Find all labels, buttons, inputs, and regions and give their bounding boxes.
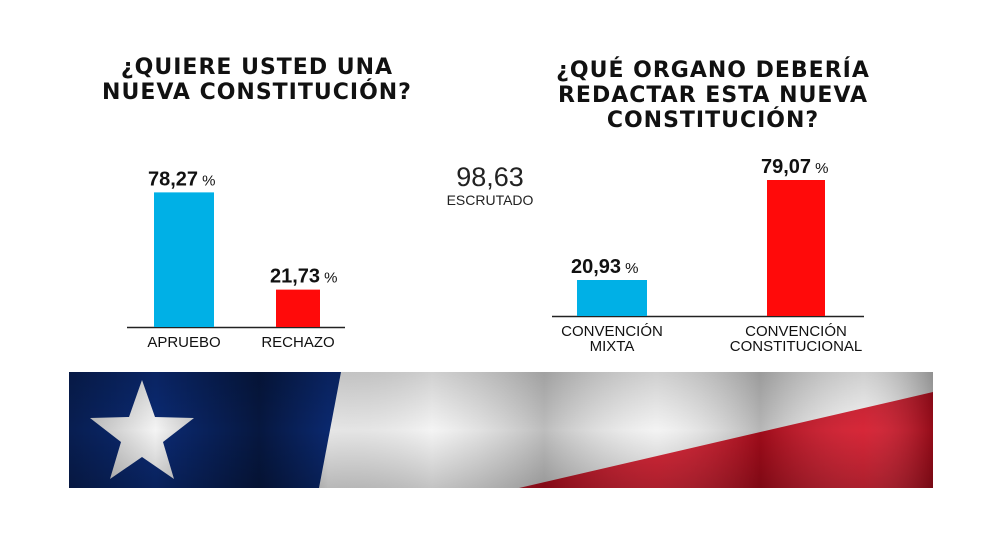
category-label: MIXTA: [590, 338, 635, 355]
category-label: CONSTITUCIONAL: [730, 338, 863, 355]
chile-flag-icon: [69, 372, 933, 488]
chart-title-line: REDACTAR ESTA NUEVA: [557, 83, 869, 108]
chart-title-aprobacion: ¿QUIERE USTED UNA NUEVA CONSTITUCIÓN?: [92, 55, 422, 105]
bar-value-label: 78,27%: [148, 168, 215, 190]
bar: [577, 280, 647, 316]
bar: [154, 192, 214, 327]
chart-title-line: NUEVA CONSTITUCIÓN?: [102, 80, 412, 105]
bar: [767, 179, 825, 316]
category-label: RECHAZO: [261, 334, 334, 351]
category-label: APRUEBO: [147, 334, 220, 351]
escrutado-label: ESCRUTADO: [446, 192, 534, 208]
bar-value-label: 79,07%: [761, 156, 828, 178]
chart-title-line: ¿QUIERE USTED UNA: [120, 55, 394, 80]
bar-charts: 78,27 % APRUEBO 21,73 % RECHAZO 20,93 % CONVENCI…: [127, 156, 864, 355]
chart-title-organo: ¿QUÉ ORGANO DEBERÍA REDACTAR ESTA NUEVA …: [538, 58, 888, 133]
escrutado-value: 98,63: [456, 162, 524, 192]
chart-title-line: CONSTITUCIÓN?: [606, 108, 820, 133]
bar-value-label: 21,73%: [270, 266, 337, 288]
category-label: CONVENCIÓN: [745, 323, 847, 340]
bar-value-label: 20,93%: [571, 256, 638, 278]
chart-title-line: ¿QUÉ ORGANO DEBERÍA: [556, 58, 870, 83]
category-label: CONVENCIÓN: [561, 323, 663, 340]
bar: [276, 289, 320, 327]
